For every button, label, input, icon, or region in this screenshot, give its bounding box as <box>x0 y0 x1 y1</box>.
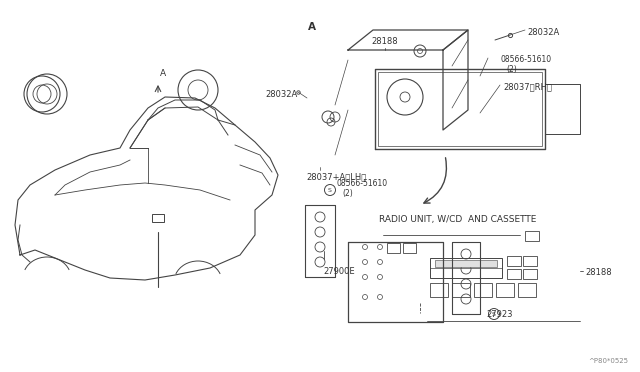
Bar <box>430 258 502 278</box>
Bar <box>523 256 537 266</box>
Bar <box>387 243 400 253</box>
Text: S: S <box>492 311 496 317</box>
Text: 08566-51610: 08566-51610 <box>501 55 552 64</box>
Bar <box>435 260 497 267</box>
Text: 28037〈RH〉: 28037〈RH〉 <box>503 82 552 91</box>
Bar <box>496 283 514 297</box>
Text: 28032A: 28032A <box>266 90 298 99</box>
Text: 28032A: 28032A <box>527 28 559 37</box>
Text: 28188: 28188 <box>585 268 612 277</box>
Bar <box>452 283 470 297</box>
Text: 08566-51610: 08566-51610 <box>337 179 388 188</box>
Text: 28188: 28188 <box>372 37 398 46</box>
Bar <box>403 243 416 253</box>
Text: A: A <box>160 69 166 78</box>
Text: S: S <box>328 187 332 192</box>
Text: 27900E: 27900E <box>323 267 355 276</box>
Bar <box>525 231 539 241</box>
Text: RADIO UNIT, W/CD  AND CASSETTE: RADIO UNIT, W/CD AND CASSETTE <box>380 215 537 224</box>
Text: 28037+A〈LH〉: 28037+A〈LH〉 <box>306 172 366 181</box>
Bar <box>507 269 521 279</box>
Bar <box>152 214 164 222</box>
Bar <box>474 283 492 297</box>
Bar <box>378 72 542 146</box>
Bar <box>430 283 448 297</box>
Text: ^P80*0525: ^P80*0525 <box>588 358 628 364</box>
Text: 27923: 27923 <box>487 310 513 319</box>
Text: (2): (2) <box>342 189 353 198</box>
Text: (2): (2) <box>506 65 516 74</box>
Text: A: A <box>308 22 316 32</box>
Bar <box>518 283 536 297</box>
Bar <box>523 269 537 279</box>
Bar <box>507 256 521 266</box>
